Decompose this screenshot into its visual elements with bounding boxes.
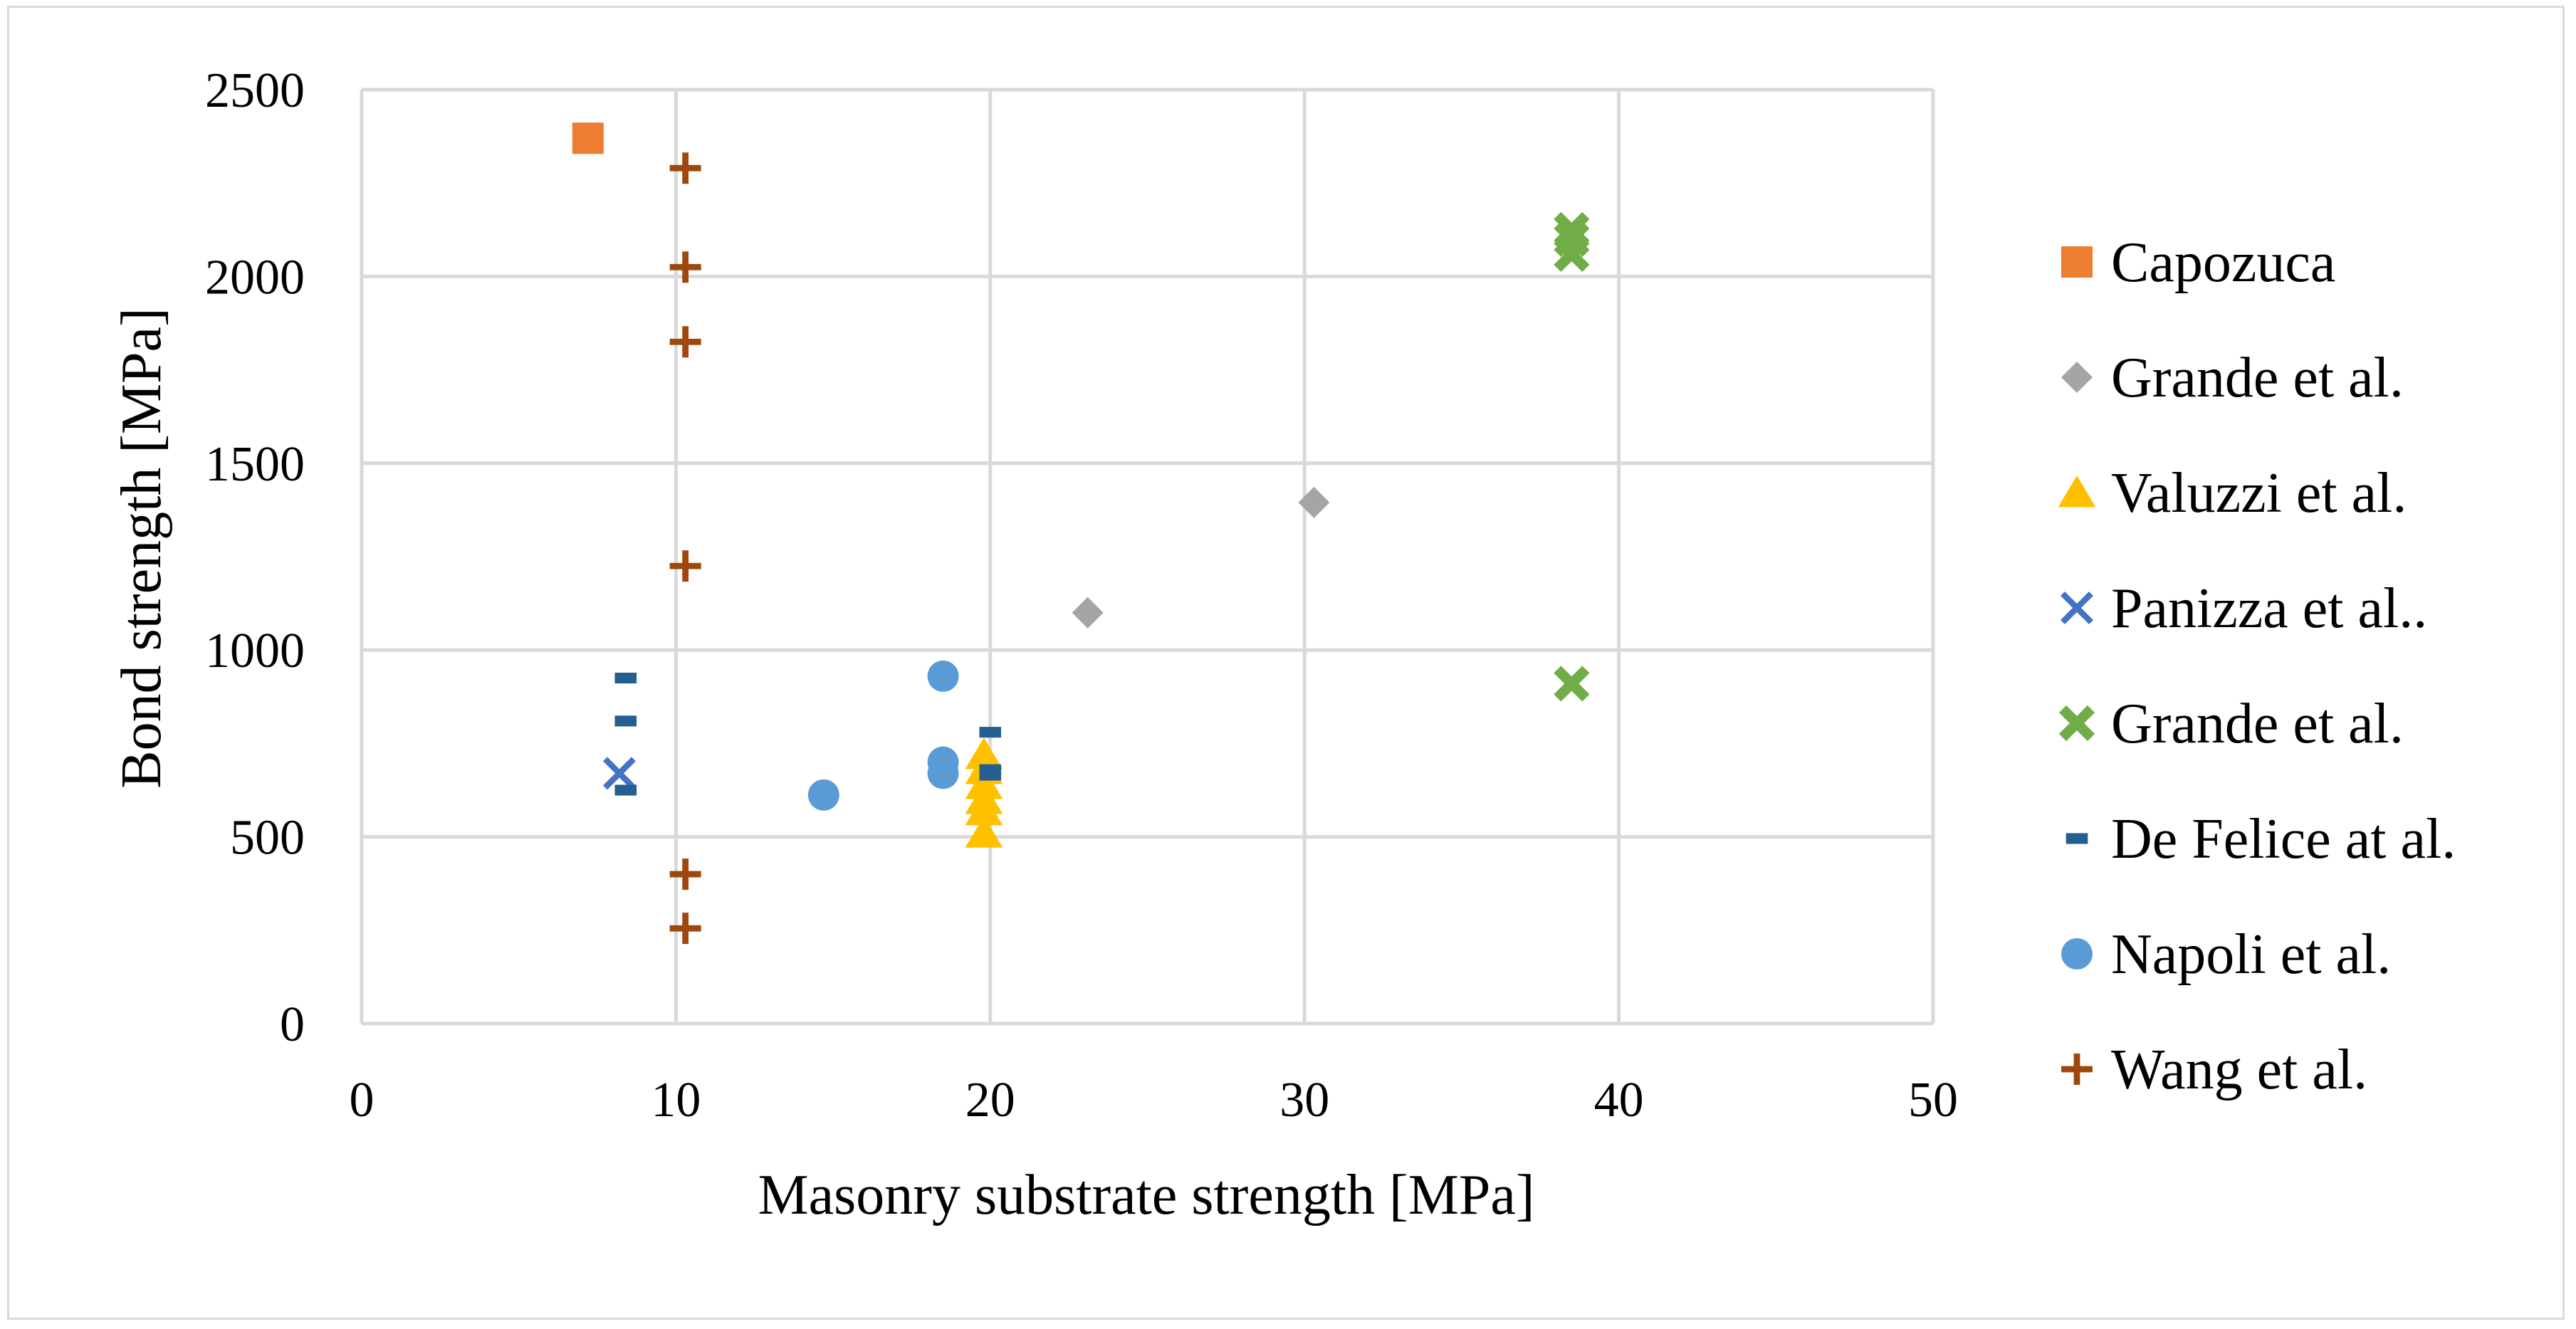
x-tick-label: 30: [1279, 1073, 1329, 1128]
y-tick-label: 2000: [205, 250, 305, 305]
legend-label: Grande et al.: [2111, 693, 2404, 755]
legend-label: De Felice at al.: [2111, 808, 2456, 871]
data-point: [669, 326, 701, 358]
legend-label: Grande et al.: [2111, 347, 2404, 409]
y-tick-label: 2500: [205, 63, 305, 118]
legend-label: Napoli et al.: [2111, 923, 2391, 986]
data-point: [979, 769, 1002, 781]
legend-label: Wang et al.: [2111, 1039, 2367, 1101]
legend-marker: [2061, 592, 2093, 624]
legend-label: Panizza et al..: [2111, 577, 2427, 640]
data-point: [669, 858, 701, 891]
grid: [362, 88, 1935, 1024]
data-point: [1298, 486, 1330, 518]
data-points: [572, 122, 1590, 945]
data-point: [572, 122, 604, 154]
legend-marker: [2061, 246, 2093, 278]
data-point: [614, 715, 637, 727]
x-tick-label: 10: [651, 1073, 701, 1128]
x-axis-title: Masonry substrate strength [MPa]: [758, 1164, 1535, 1226]
axes: [360, 90, 1933, 1026]
data-point: [965, 816, 1003, 848]
y-tick-label: 1500: [205, 437, 305, 492]
y-axis-title: Bond strength [MPa]: [110, 308, 173, 789]
legend-marker: [2061, 1054, 2093, 1085]
chart-frame: [7, 6, 2565, 1320]
data-point: [1554, 211, 1590, 248]
data-point: [669, 251, 701, 283]
data-point: [614, 673, 637, 684]
data-point: [807, 779, 839, 811]
y-tick-label: 0: [280, 997, 305, 1052]
data-point: [1554, 221, 1590, 258]
y-tick-label: 500: [230, 811, 305, 866]
data-point: [1554, 666, 1590, 702]
data-point: [602, 757, 636, 790]
x-tick-label: 20: [965, 1073, 1015, 1128]
data-point: [927, 757, 959, 789]
legend-marker: [2058, 705, 2095, 742]
legend: Capozuca Grande et al. Valuzzi et al. Paniz…: [2058, 231, 2456, 1101]
data-point: [669, 152, 701, 184]
data-point: [669, 550, 701, 582]
data-point: [1072, 597, 1104, 629]
data-point: [979, 727, 1002, 738]
legend-marker: [2065, 833, 2088, 844]
data-point: [927, 660, 959, 692]
legend-label: Capozuca: [2111, 231, 2335, 294]
legend-marker: [2058, 476, 2096, 508]
y-tick-label: 1000: [205, 624, 305, 678]
data-point: [614, 784, 637, 796]
x-tick-label: 50: [1908, 1073, 1958, 1128]
x-tick-label: 0: [350, 1073, 375, 1128]
data-point: [669, 913, 701, 945]
legend-label: Valuzzi et al.: [2111, 462, 2407, 525]
data-point: [965, 737, 1003, 769]
legend-marker: [2061, 362, 2093, 393]
x-tick-label: 40: [1594, 1073, 1644, 1128]
legend-marker: [2061, 938, 2093, 970]
